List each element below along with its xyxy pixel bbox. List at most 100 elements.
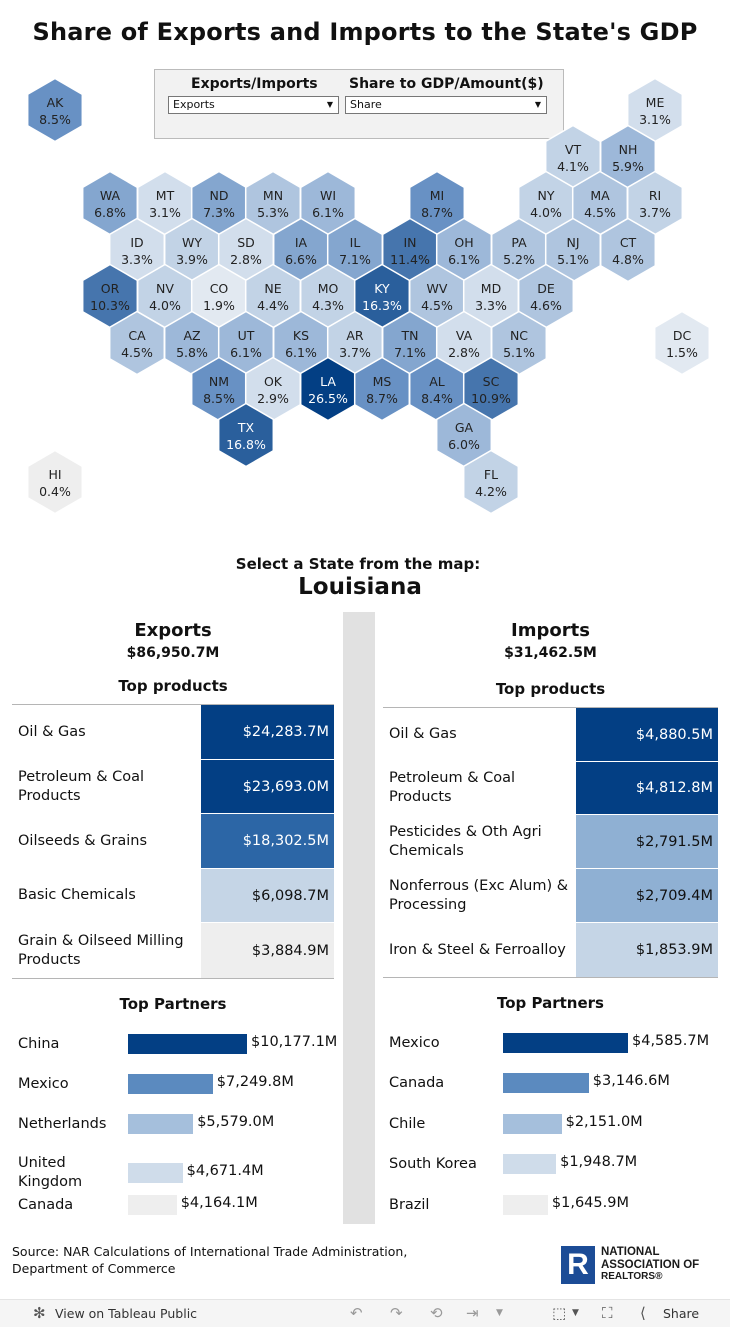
hex-la[interactable]: LA 26.5% [299,356,357,422]
share-button[interactable]: Share [663,1306,700,1321]
hex-ga[interactable]: GA 6.0% [435,402,493,468]
hex-mn[interactable]: MN 5.3% [244,170,302,236]
hex-value-label: 2.9% [257,391,289,406]
hex-state-label: AK [47,95,65,110]
hex-shape[interactable] [462,449,520,515]
hex-ma[interactable]: MA 4.5% [571,170,629,236]
hex-shape[interactable] [26,449,84,515]
partner-bar[interactable] [128,1114,194,1134]
nar-logo-icon: R [561,1246,595,1284]
hex-state-label: WI [320,188,336,203]
hex-value-label: 4.5% [584,205,616,220]
hex-shape[interactable] [653,310,711,376]
hex-state-label: SD [237,235,255,250]
hex-az[interactable]: AZ 5.8% [163,310,221,376]
hex-value-label: 4.0% [530,205,562,220]
hex-in[interactable]: IN 11.4% [381,217,439,283]
hex-ca[interactable]: CA 4.5% [108,310,166,376]
product-row[interactable]: Oil & Gas $4,880.5M [383,708,718,762]
hex-al[interactable]: AL 8.4% [408,356,466,422]
partner-bar[interactable] [503,1154,557,1174]
hex-mi[interactable]: MI 8.7% [408,170,466,236]
undo-icon[interactable]: ↶ [350,1304,363,1322]
partner-bar[interactable] [128,1034,247,1054]
hex-value-label: 3.1% [639,112,671,127]
hex-vt[interactable]: VT 4.1% [544,124,602,190]
download-icon[interactable]: ⬚ [552,1304,567,1322]
partner-bar[interactable] [503,1195,548,1215]
hex-co[interactable]: CO 1.9% [190,263,248,329]
column-divider [343,612,375,1224]
hex-ak[interactable]: AK 8.5% [26,77,84,143]
partner-bar[interactable] [503,1073,589,1093]
product-value: $2,709.4M [576,869,718,922]
product-row[interactable]: Oilseeds & Grains $18,302.5M [12,814,334,869]
hex-dc[interactable]: DC 1.5% [653,310,711,376]
hex-ms[interactable]: MS 8.7% [353,356,411,422]
nar-logo: R NATIONAL ASSOCIATION OF REALTORS® [561,1246,721,1286]
hex-state-label: PA [511,235,527,250]
product-row[interactable]: Iron & Steel & Ferroalloy $1,853.9M [383,923,718,977]
measure-filter-select[interactable]: Share ▼ [345,96,547,114]
hex-state-label: WY [182,235,202,250]
partner-bar[interactable] [128,1195,177,1215]
hex-shape[interactable] [26,77,84,143]
hex-hi[interactable]: HI 0.4% [26,449,84,515]
hex-state-label: IA [295,235,308,250]
hex-tx[interactable]: TX 16.8% [217,402,275,468]
imports-partners-chart: Mexico $4,585.7M Canada $3,146.6M Chile $2,15… [383,1022,718,1222]
hex-state-label: AZ [183,328,200,343]
product-row[interactable]: Pesticides & Oth Agri Chemicals $2,791.5M [383,815,718,869]
hex-nm[interactable]: NM 8.5% [190,356,248,422]
product-row[interactable]: Petroleum & Coal Products $4,812.8M [383,762,718,815]
hex-or[interactable]: OR 10.3% [81,263,139,329]
revert-icon[interactable]: ⟲ [430,1304,443,1322]
tableau-toolbar: ✻ View on Tableau Public ↶ ↷ ⟲ ⇥ ▼ ⬚ ▼ ⛶… [0,1299,730,1327]
hex-value-label: 5.1% [503,345,535,360]
hex-shape[interactable] [217,402,275,468]
hex-ct[interactable]: CT 4.8% [599,217,657,283]
hex-de[interactable]: DE 4.6% [517,263,575,329]
hex-ri[interactable]: RI 3.7% [626,170,684,236]
partner-bar[interactable] [503,1114,562,1134]
product-name: Oil & Gas [389,726,457,742]
hex-state-label: WA [100,188,121,203]
hex-ok[interactable]: OK 2.9% [244,356,302,422]
hex-va[interactable]: VA 2.8% [435,310,493,376]
imports-products-table: Oil & Gas $4,880.5M Petroleum & Coal Produ… [383,707,718,978]
flow-filter-label: Exports/Imports [191,76,318,92]
share-icon[interactable]: ⟨ [640,1304,646,1322]
view-on-tableau-link[interactable]: View on Tableau Public [55,1306,198,1321]
hex-state-label: MO [318,281,339,296]
product-value: $4,880.5M [576,708,718,761]
partner-bar[interactable] [128,1074,213,1094]
product-row[interactable]: Petroleum & Coal Products $23,693.0M [12,760,334,814]
hex-state-label: KS [293,328,309,343]
download-dropdown-icon[interactable]: ▼ [572,1308,579,1318]
hex-mt[interactable]: MT 3.1% [136,170,194,236]
hex-ks[interactable]: KS 6.1% [272,310,330,376]
refresh-icon[interactable]: ⇥ [466,1304,479,1322]
hex-state-label: NV [156,281,174,296]
hex-sd[interactable]: SD 2.8% [217,217,275,283]
hex-fl[interactable]: FL 4.2% [462,449,520,515]
redo-icon[interactable]: ↷ [390,1304,403,1322]
hex-nc[interactable]: NC 5.1% [490,310,548,376]
hex-oh[interactable]: OH 6.1% [435,217,493,283]
hex-wi[interactable]: WI 6.1% [299,170,357,236]
pause-dropdown-icon[interactable]: ▼ [496,1308,503,1318]
hex-shape[interactable] [599,217,657,283]
product-row[interactable]: Grain & Oilseed Milling Products $3,884.9… [12,923,334,978]
hex-me[interactable]: ME 3.1% [626,77,684,143]
product-row[interactable]: Basic Chemicals $6,098.7M [12,869,334,923]
hex-ut[interactable]: UT 6.1% [217,310,275,376]
hex-nh[interactable]: NH 5.9% [599,124,657,190]
product-row[interactable]: Nonferrous (Exc Alum) & Processing $2,709… [383,869,718,923]
partner-bar[interactable] [128,1163,183,1183]
hex-state-label: ID [130,235,143,250]
product-row[interactable]: Oil & Gas $24,283.7M [12,705,334,760]
flow-filter-select[interactable]: Exports ▼ [168,96,339,114]
partner-value: $10,177.1M [251,1034,338,1050]
fullscreen-icon[interactable]: ⛶ [602,1304,613,1322]
partner-bar[interactable] [503,1033,628,1053]
